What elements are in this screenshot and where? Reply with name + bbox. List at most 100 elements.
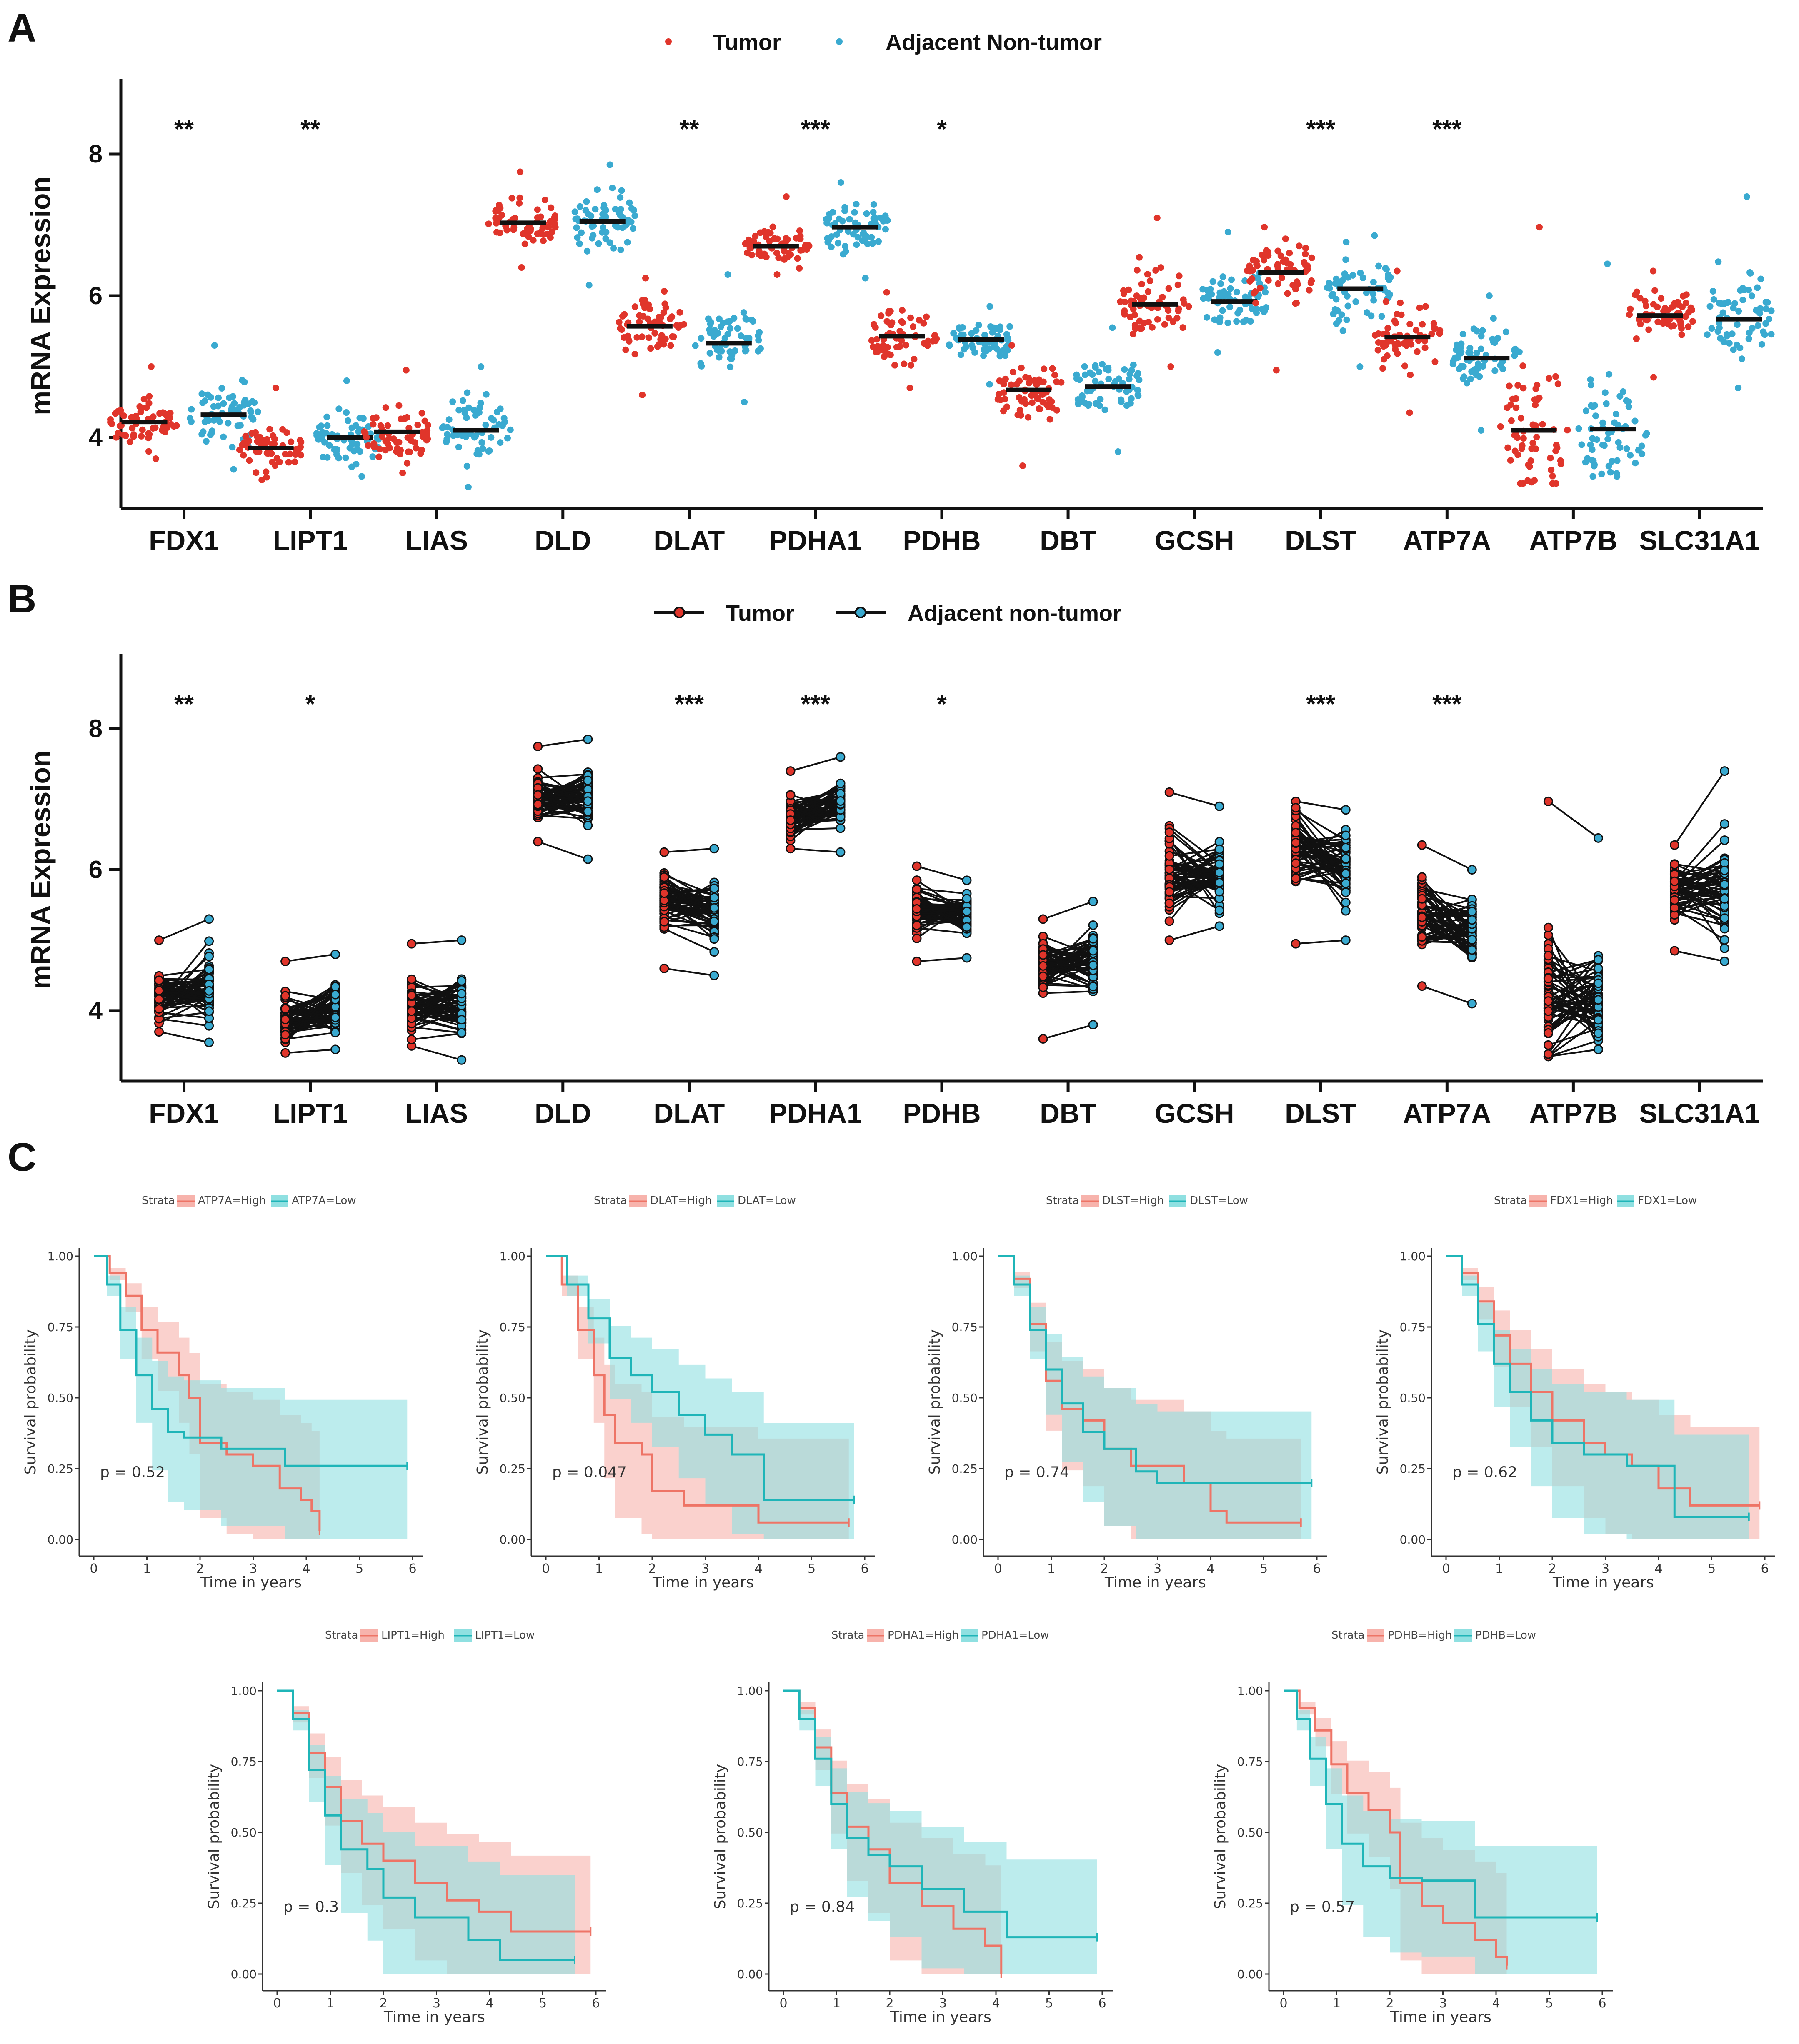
tumor-point xyxy=(1291,858,1301,868)
normal-point xyxy=(1121,366,1128,373)
tumor-point xyxy=(1406,321,1414,328)
normal-point xyxy=(1092,362,1099,369)
tumor-point xyxy=(786,844,796,854)
pair-line xyxy=(538,796,588,812)
tumor-point xyxy=(403,367,410,374)
normal-point xyxy=(208,427,215,435)
tumor-point xyxy=(1302,250,1309,257)
tumor-point xyxy=(533,837,543,847)
normal-point xyxy=(1704,331,1711,338)
tumor-point xyxy=(1261,224,1268,231)
pair-line xyxy=(1674,770,1726,846)
normal-point xyxy=(583,820,593,830)
normal-point xyxy=(853,241,860,248)
normal-point xyxy=(968,342,976,349)
normal-point xyxy=(576,240,583,247)
tumor-point xyxy=(1528,445,1535,452)
tumor-point xyxy=(1001,396,1008,403)
normal-point xyxy=(1625,403,1632,410)
normal-point xyxy=(1221,292,1228,300)
normal-point xyxy=(600,204,607,211)
normal-point xyxy=(837,179,844,186)
tumor-point xyxy=(146,393,153,400)
tumor-point xyxy=(1497,423,1504,430)
normal-point xyxy=(1467,999,1477,1009)
tumor-point xyxy=(407,974,417,984)
tumor-point xyxy=(668,313,676,320)
tumor-point xyxy=(1308,277,1315,284)
normal-point xyxy=(440,423,447,430)
normal-point xyxy=(1730,346,1737,353)
normal-point xyxy=(1341,842,1351,852)
normal-point xyxy=(488,415,495,422)
normal-point xyxy=(345,417,352,424)
tumor-point xyxy=(1028,392,1035,399)
strata-label: Strata xyxy=(325,1629,358,1642)
tumor-point xyxy=(1651,287,1659,294)
significance-label: *** xyxy=(1306,115,1336,143)
tumor-point xyxy=(656,340,663,347)
tumor-point xyxy=(1026,380,1033,387)
high-legend-label: PDHA1=High xyxy=(888,1629,959,1642)
pair-line xyxy=(664,887,715,894)
legend-normal-marker xyxy=(855,607,866,618)
normal-point xyxy=(1004,335,1011,342)
tumor-point xyxy=(280,991,290,1001)
tumor-point xyxy=(136,403,143,410)
high-legend-label: PDHB=High xyxy=(1388,1629,1452,1642)
x-tick-label: PDHB xyxy=(903,1098,981,1129)
tumor-point xyxy=(407,1034,417,1044)
normal-point xyxy=(1086,369,1093,376)
x-tick-label: GCSH xyxy=(1155,1098,1234,1129)
tumor-point xyxy=(1051,372,1058,379)
tumor-point xyxy=(651,330,658,337)
tumor-point xyxy=(1543,996,1553,1006)
km-y-tick-label: 1.00 xyxy=(48,1249,73,1263)
normal-point xyxy=(369,453,376,460)
normal-point xyxy=(1458,363,1465,370)
tumor-point xyxy=(1644,317,1651,324)
normal-point xyxy=(1341,805,1351,815)
tumor-point xyxy=(152,455,159,462)
tumor-point xyxy=(145,448,153,455)
km-x-tick-label: 6 xyxy=(861,1562,868,1576)
panel-c-plots: Strata ATP7A=High ATP7A=Low 0.00 0.25 0.50 0.7… xyxy=(22,1194,1775,2026)
tumor-point xyxy=(1384,352,1391,359)
normal-point xyxy=(698,335,705,342)
normal-point xyxy=(348,424,355,431)
normal-point xyxy=(1478,332,1485,340)
tumor-point xyxy=(1531,477,1538,484)
p-value: p = 0.74 xyxy=(1004,1464,1069,1481)
tumor-point xyxy=(1543,951,1553,961)
normal-point xyxy=(1632,460,1639,467)
km-x-tick-label: 0 xyxy=(779,1996,787,2011)
normal-point xyxy=(1386,291,1393,298)
significance-label: ** xyxy=(174,690,194,718)
normal-point xyxy=(485,447,492,455)
km-plot-dlst: Strata DLST=High DLST=Low 0.00 0.25 0.50 0.75 1… xyxy=(926,1194,1327,1591)
normal-point xyxy=(962,894,972,904)
km-x-tick-label: 5 xyxy=(1545,1996,1553,2011)
normal-point xyxy=(1203,314,1210,321)
tumor-point xyxy=(654,319,661,326)
pair-line xyxy=(1421,985,1472,1005)
tumor-point xyxy=(1407,371,1414,378)
pair-line xyxy=(285,1016,335,1025)
normal-point xyxy=(1747,270,1754,277)
tumor-point xyxy=(246,457,253,464)
tumor-point xyxy=(1564,427,1571,434)
normal-point xyxy=(884,217,891,224)
tumor-point xyxy=(1246,277,1254,285)
x-tick-label: PDHA1 xyxy=(769,525,862,556)
km-x-tick-label: 0 xyxy=(994,1562,1002,1576)
tumor-point xyxy=(1416,304,1423,311)
tumor-point xyxy=(1645,326,1652,333)
tumor-point xyxy=(1543,1049,1553,1059)
normal-point xyxy=(1126,370,1133,377)
pair-line xyxy=(411,980,462,1018)
pair-line xyxy=(790,803,841,815)
normal-point xyxy=(709,883,719,893)
normal-point xyxy=(1754,322,1761,329)
normal-point xyxy=(1092,377,1099,385)
x-tick-label: FDX1 xyxy=(149,1098,219,1129)
